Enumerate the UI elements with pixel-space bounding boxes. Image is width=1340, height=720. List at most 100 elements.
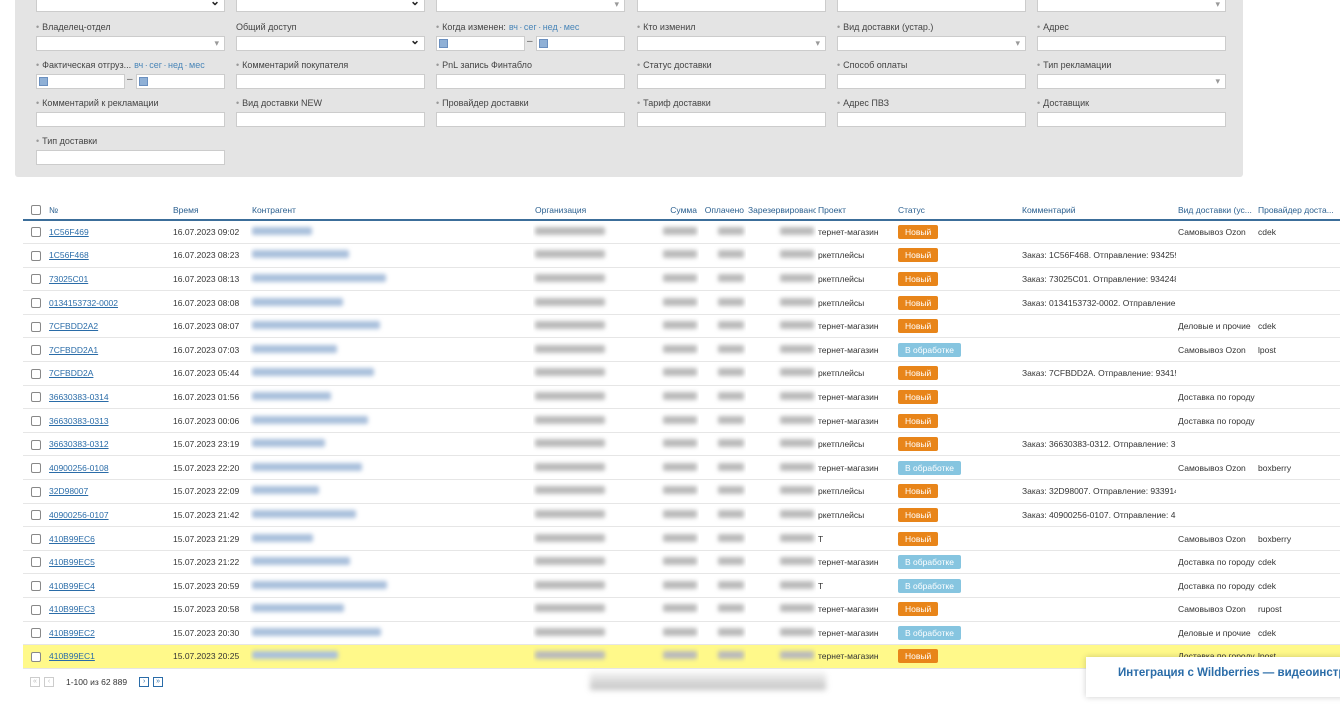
row-checkbox[interactable] xyxy=(31,581,41,592)
order-link[interactable]: 36630383-0313 xyxy=(49,415,109,426)
table-row[interactable]: 0134153732-0002 16.07.2023 08:08 ркетпле… xyxy=(23,290,1340,315)
order-number[interactable]: 7CFBDD2A1 xyxy=(47,337,171,363)
order-link[interactable]: 40900256-0107 xyxy=(49,509,109,520)
filter-input[interactable] xyxy=(637,112,826,127)
order-number[interactable]: 410B99EC5 xyxy=(47,550,171,575)
row-select[interactable] xyxy=(23,503,47,528)
row-checkbox[interactable] xyxy=(31,463,41,474)
order-number[interactable]: 7CFBDD2A xyxy=(47,361,171,386)
last-page-button[interactable]: » xyxy=(153,677,164,687)
column-header[interactable]: Статус xyxy=(896,200,1020,221)
table-row[interactable]: 1C56F469 16.07.2023 09:02 тернет-магазин… xyxy=(23,220,1340,245)
row-select[interactable] xyxy=(23,290,47,315)
first-page-button[interactable]: « xyxy=(30,677,40,687)
column-header[interactable]: Время xyxy=(171,200,250,221)
filter-input[interactable] xyxy=(637,0,826,12)
table-row[interactable]: 1C56F468 16.07.2023 08:23 ркетплейсы Нов… xyxy=(23,243,1340,268)
table-row[interactable]: 36630383-0314 16.07.2023 01:56 тернет-ма… xyxy=(23,385,1340,410)
date-input[interactable] xyxy=(436,36,525,51)
filter-input[interactable] xyxy=(637,74,826,89)
table-row[interactable]: 410B99EC2 15.07.2023 20:30 тернет-магази… xyxy=(23,621,1340,646)
row-select[interactable] xyxy=(23,243,47,268)
calendar-icon[interactable] xyxy=(439,39,448,48)
calendar-icon[interactable] xyxy=(39,77,48,86)
order-link[interactable]: 1C56F468 xyxy=(49,250,89,261)
row-checkbox[interactable] xyxy=(31,368,41,379)
column-header[interactable]: Зарезервировано xyxy=(746,200,816,221)
order-link[interactable]: 410B99EC5 xyxy=(49,557,95,568)
order-number[interactable]: 410B99EC4 xyxy=(47,573,171,598)
order-link[interactable]: 0134153732-0002 xyxy=(49,297,119,308)
quick-range-links[interactable]: вч · сег · нед · мес xyxy=(508,22,580,32)
row-checkbox[interactable] xyxy=(31,227,41,238)
row-select[interactable] xyxy=(23,361,47,386)
row-checkbox[interactable] xyxy=(31,392,41,403)
select-all-checkbox[interactable] xyxy=(31,204,41,215)
select-all[interactable] xyxy=(23,200,47,221)
row-select[interactable] xyxy=(23,526,47,551)
order-number[interactable]: 1C56F468 xyxy=(47,243,171,268)
row-select[interactable] xyxy=(23,385,47,410)
table-row[interactable]: 7CFBDD2A1 16.07.2023 07:03 тернет-магази… xyxy=(23,337,1340,363)
row-checkbox[interactable] xyxy=(31,415,41,426)
table-row[interactable]: 410B99EC3 15.07.2023 20:58 тернет-магази… xyxy=(23,597,1340,622)
quick-range-links[interactable]: вч · сег · нед · мес xyxy=(134,60,205,70)
popup-text[interactable]: Интеграция с Wildberries — видеоинструкц… xyxy=(1118,667,1340,679)
filter-input[interactable] xyxy=(1037,36,1226,51)
row-select[interactable] xyxy=(23,432,47,457)
filter-input[interactable] xyxy=(837,36,1026,51)
date-input[interactable] xyxy=(36,74,125,89)
row-select[interactable] xyxy=(23,621,47,646)
order-link[interactable]: 1C56F469 xyxy=(49,227,89,238)
row-select[interactable] xyxy=(23,644,47,669)
row-checkbox[interactable] xyxy=(31,604,41,615)
order-number[interactable]: 36630383-0312 xyxy=(47,432,171,457)
order-number[interactable]: 7CFBDD2A2 xyxy=(47,314,171,339)
order-number[interactable]: 410B99EC6 xyxy=(47,526,171,551)
order-number[interactable]: 36630383-0314 xyxy=(47,385,171,410)
order-number[interactable]: 36630383-0313 xyxy=(47,408,171,433)
row-checkbox[interactable] xyxy=(31,651,41,662)
filter-input[interactable] xyxy=(36,0,225,12)
row-select[interactable] xyxy=(23,314,47,339)
order-link[interactable]: 410B99EC2 xyxy=(49,627,95,638)
filter-input[interactable] xyxy=(837,112,1026,127)
date-input[interactable] xyxy=(136,74,225,89)
row-checkbox[interactable] xyxy=(31,345,41,356)
row-checkbox[interactable] xyxy=(31,557,41,568)
table-row[interactable]: 36630383-0312 15.07.2023 23:19 ркетплейс… xyxy=(23,432,1340,457)
row-select[interactable] xyxy=(23,337,47,363)
row-checkbox[interactable] xyxy=(31,533,41,544)
row-checkbox[interactable] xyxy=(31,628,41,639)
filter-input[interactable] xyxy=(1037,74,1226,89)
filter-input[interactable] xyxy=(236,74,425,89)
order-link[interactable]: 410B99EC3 xyxy=(49,604,95,615)
next-page-button[interactable]: › xyxy=(139,677,150,687)
table-row[interactable]: 410B99EC5 15.07.2023 21:22 тернет-магази… xyxy=(23,550,1340,575)
filter-input[interactable] xyxy=(1037,112,1226,127)
order-link[interactable]: 7CFBDD2A2 xyxy=(49,321,99,332)
order-link[interactable]: 73025C01 xyxy=(49,273,89,284)
order-link[interactable]: 7CFBDD2A1 xyxy=(49,344,99,355)
filter-input[interactable] xyxy=(436,74,625,89)
order-link[interactable]: 410B99EC4 xyxy=(49,580,95,591)
row-select[interactable] xyxy=(23,573,47,598)
order-link[interactable]: 36630383-0312 xyxy=(49,439,109,450)
table-row[interactable]: 40900256-0108 15.07.2023 22:20 тернет-ма… xyxy=(23,455,1340,481)
filter-input[interactable] xyxy=(236,112,425,127)
table-row[interactable]: 410B99EC6 15.07.2023 21:29 Т Новый Самов… xyxy=(23,526,1340,551)
row-checkbox[interactable] xyxy=(31,486,41,497)
column-header[interactable]: № xyxy=(47,200,171,221)
table-row[interactable]: 73025C01 16.07.2023 08:13 ркетплейсы Нов… xyxy=(23,267,1340,292)
column-header[interactable]: Организация xyxy=(533,200,641,221)
filter-input[interactable] xyxy=(36,112,225,127)
calendar-icon[interactable] xyxy=(139,77,148,86)
order-number[interactable]: 40900256-0107 xyxy=(47,503,171,528)
filter-input[interactable] xyxy=(837,0,1026,12)
row-checkbox[interactable] xyxy=(31,250,41,261)
table-row[interactable]: 36630383-0313 16.07.2023 00:06 тернет-ма… xyxy=(23,408,1340,433)
order-number[interactable]: 73025C01 xyxy=(47,267,171,292)
table-row[interactable]: 40900256-0107 15.07.2023 21:42 ркетплейс… xyxy=(23,503,1340,528)
filter-input[interactable] xyxy=(236,0,425,12)
column-header[interactable]: Провайдер доста... xyxy=(1256,200,1340,221)
